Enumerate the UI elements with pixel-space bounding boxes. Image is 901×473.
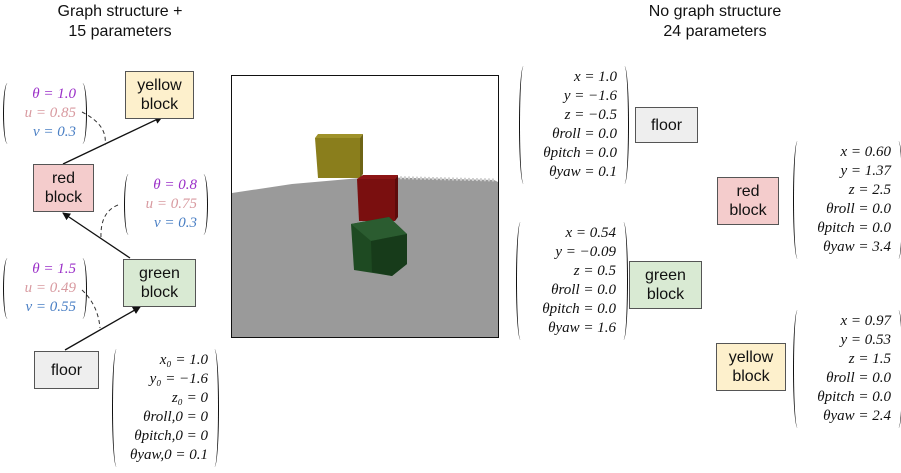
green-edge-u: u = 0.75 xyxy=(145,196,197,212)
flat-red-x: x = 0.60 xyxy=(840,144,891,160)
flat-yellow-yaw: θyaw = 2.4 xyxy=(823,408,891,424)
rendered-scene xyxy=(231,75,499,338)
scene-canvas xyxy=(232,76,498,337)
graph-floor-block: floor xyxy=(34,351,99,389)
flat-floor-pitch: θpitch = 0.0 xyxy=(543,145,617,161)
flat-yellow-block: yellow block xyxy=(716,343,786,391)
floor-root-x0: x₀ = 1.0 xyxy=(159,352,208,368)
flat-yellow-pitch: θpitch = 0.0 xyxy=(817,389,891,405)
floor-root-params: x₀ = 1.0 y₀ = −1.6 z₀ = 0 θroll,0 = 0 θp… xyxy=(112,349,219,467)
flat-floor-block: floor xyxy=(635,107,698,143)
floor-root-pitch0: θpitch,0 = 0 xyxy=(134,428,208,444)
graph-floor-label: floor xyxy=(50,361,83,379)
flat-yellow-line2: block xyxy=(732,368,770,385)
flat-yellow-x: x = 0.97 xyxy=(840,313,891,329)
flat-red-line1: red xyxy=(736,183,760,200)
flat-green-params: x = 0.54 y = −0.09 z = 0.5 θroll = 0.0 θ… xyxy=(516,222,628,340)
flat-red-block: red block xyxy=(717,177,779,225)
flat-green-line2: block xyxy=(646,286,685,303)
floor-edge-v: v = 0.55 xyxy=(25,299,76,315)
flat-green-yaw: θyaw = 1.6 xyxy=(548,320,616,336)
flat-floor-label: floor xyxy=(650,116,683,134)
flat-green-line1: green xyxy=(645,267,686,284)
floor-root-roll0: θroll,0 = 0 xyxy=(143,409,208,425)
flat-red-params: x = 0.60 y = 1.37 z = 2.5 θroll = 0.0 θp… xyxy=(793,141,901,259)
flat-red-yaw: θyaw = 3.4 xyxy=(823,239,891,255)
floor-root-y0: y₀ = −1.6 xyxy=(149,371,208,387)
graph-yellow-block-line2: block xyxy=(140,96,179,113)
red-edge-v: v = 0.3 xyxy=(32,124,76,140)
flat-yellow-z: z = 1.5 xyxy=(848,351,891,367)
graph-yellow-block: yellow block xyxy=(125,71,194,119)
graph-green-block-line2: block xyxy=(140,284,179,301)
flat-green-x: x = 0.54 xyxy=(565,225,616,241)
dashed-link-green-params xyxy=(100,204,119,239)
flat-red-y: y = 1.37 xyxy=(840,163,891,179)
left-heading: Graph structure + 15 parameters xyxy=(20,2,220,42)
flat-floor-x: x = 1.0 xyxy=(573,69,617,85)
flat-floor-params: x = 1.0 y = −1.6 z = −0.5 θroll = 0.0 θp… xyxy=(519,66,629,184)
flat-red-line2: block xyxy=(729,202,767,219)
flat-green-roll: θroll = 0.0 xyxy=(551,282,616,298)
flat-red-roll: θroll = 0.0 xyxy=(826,201,891,217)
right-heading-line2: 24 parameters xyxy=(663,23,767,40)
flat-green-y: y = −0.09 xyxy=(555,244,616,260)
floor-root-z0: z₀ = 0 xyxy=(171,390,208,406)
flat-yellow-roll: θroll = 0.0 xyxy=(826,370,891,386)
flat-floor-roll: θroll = 0.0 xyxy=(552,126,617,142)
graph-yellow-block-line1: yellow xyxy=(137,77,182,94)
flat-red-pitch: θpitch = 0.0 xyxy=(817,220,891,236)
floor-edge-params: θ = 1.5 u = 0.49 v = 0.55 xyxy=(3,258,87,319)
flat-green-pitch: θpitch = 0.0 xyxy=(542,301,616,317)
graph-green-block: green block xyxy=(123,259,196,307)
right-heading: No graph structure 24 parameters xyxy=(615,2,815,42)
flat-floor-yaw: θyaw = 0.1 xyxy=(549,164,617,180)
flat-yellow-line1: yellow xyxy=(728,349,774,366)
flat-green-z: z = 0.5 xyxy=(573,263,616,279)
green-edge-params: θ = 0.8 u = 0.75 v = 0.3 xyxy=(124,174,208,235)
floor-edge-u: u = 0.49 xyxy=(24,280,76,296)
yellow-cube xyxy=(315,134,363,178)
right-heading-line1: No graph structure xyxy=(648,3,782,20)
floor-root-yaw0: θyaw,0 = 0.1 xyxy=(129,447,208,463)
edge-red-to-yellow xyxy=(62,116,163,165)
flat-floor-z: z = −0.5 xyxy=(564,107,617,123)
edge-green-to-red xyxy=(62,212,131,259)
red-edge-u: u = 0.85 xyxy=(24,105,76,121)
flat-yellow-params: x = 0.97 y = 0.53 z = 1.5 θroll = 0.0 θp… xyxy=(793,310,901,428)
green-edge-v: v = 0.3 xyxy=(153,215,197,231)
floor-edge-theta: θ = 1.5 xyxy=(32,261,76,277)
graph-green-block-line1: green xyxy=(139,265,180,282)
left-heading-line2: 15 parameters xyxy=(68,23,172,40)
graph-red-block-line1: red xyxy=(51,170,76,187)
flat-yellow-y: y = 0.53 xyxy=(840,332,891,348)
graph-red-block-line2: block xyxy=(44,189,83,206)
flat-red-z: z = 2.5 xyxy=(848,182,891,198)
red-cube xyxy=(357,175,398,221)
graph-red-block: red block xyxy=(33,164,94,212)
red-edge-theta: θ = 1.0 xyxy=(32,86,76,102)
edge-floor-to-green xyxy=(64,306,141,351)
green-cube xyxy=(351,217,407,276)
flat-green-block: green block xyxy=(629,261,702,309)
left-heading-line1: Graph structure + xyxy=(57,3,183,20)
flat-floor-y: y = −1.6 xyxy=(563,88,617,104)
green-edge-theta: θ = 0.8 xyxy=(153,177,197,193)
dashed-link-red-params xyxy=(81,111,106,146)
red-edge-params: θ = 1.0 u = 0.85 v = 0.3 xyxy=(3,83,87,144)
